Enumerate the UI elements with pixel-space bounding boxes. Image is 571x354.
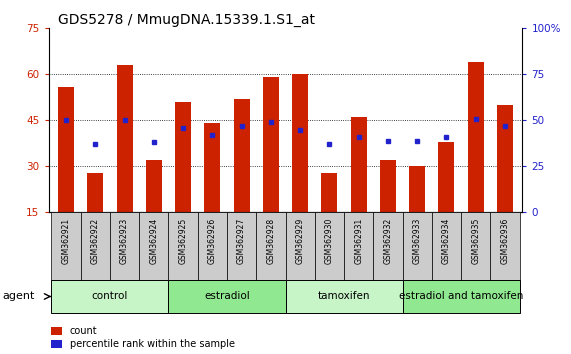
Bar <box>286 280 403 313</box>
Bar <box>468 62 484 212</box>
Text: tamoxifen: tamoxifen <box>317 291 370 302</box>
Text: GSM362921: GSM362921 <box>62 218 71 264</box>
Bar <box>403 212 432 280</box>
Bar <box>58 87 74 212</box>
Text: GSM362930: GSM362930 <box>325 218 334 264</box>
Bar <box>256 212 286 280</box>
Bar <box>51 280 168 313</box>
Bar <box>373 212 403 280</box>
Bar <box>168 280 286 313</box>
Bar <box>227 212 256 280</box>
Bar <box>439 142 455 212</box>
Bar <box>292 74 308 212</box>
Bar <box>116 65 132 212</box>
Text: GSM362925: GSM362925 <box>179 218 188 264</box>
Text: GSM362923: GSM362923 <box>120 218 129 264</box>
Text: estradiol: estradiol <box>204 291 250 302</box>
Bar <box>432 212 461 280</box>
Bar <box>81 212 110 280</box>
Bar <box>403 280 520 313</box>
Text: GSM362933: GSM362933 <box>413 218 421 264</box>
Bar <box>87 172 103 212</box>
Text: GSM362931: GSM362931 <box>354 218 363 264</box>
Bar <box>175 102 191 212</box>
Bar <box>286 212 315 280</box>
Text: GDS5278 / MmugDNA.15339.1.S1_at: GDS5278 / MmugDNA.15339.1.S1_at <box>58 13 315 27</box>
Text: GSM362935: GSM362935 <box>471 218 480 264</box>
Bar <box>409 166 425 212</box>
Bar <box>146 160 162 212</box>
Bar <box>321 172 337 212</box>
Text: GSM362926: GSM362926 <box>208 218 217 264</box>
Text: GSM362928: GSM362928 <box>267 218 275 264</box>
Bar <box>497 105 513 212</box>
Text: control: control <box>92 291 128 302</box>
Text: GSM362934: GSM362934 <box>442 218 451 264</box>
Bar <box>198 212 227 280</box>
Bar <box>490 212 520 280</box>
Bar <box>168 212 198 280</box>
Bar <box>315 212 344 280</box>
Bar <box>204 124 220 212</box>
Text: GSM362927: GSM362927 <box>237 218 246 264</box>
Text: estradiol and tamoxifen: estradiol and tamoxifen <box>399 291 523 302</box>
Legend: count, percentile rank within the sample: count, percentile rank within the sample <box>51 326 235 349</box>
Bar <box>351 117 367 212</box>
Bar <box>51 212 81 280</box>
Text: GSM362922: GSM362922 <box>91 218 100 264</box>
Bar <box>139 212 168 280</box>
Bar <box>234 99 250 212</box>
Bar <box>263 78 279 212</box>
Text: GSM362929: GSM362929 <box>296 218 304 264</box>
Text: agent: agent <box>3 291 35 302</box>
Text: GSM362936: GSM362936 <box>500 218 509 264</box>
Bar <box>380 160 396 212</box>
Text: GSM362924: GSM362924 <box>150 218 158 264</box>
Bar <box>110 212 139 280</box>
Bar <box>461 212 490 280</box>
Bar <box>344 212 373 280</box>
Text: GSM362932: GSM362932 <box>383 218 392 264</box>
